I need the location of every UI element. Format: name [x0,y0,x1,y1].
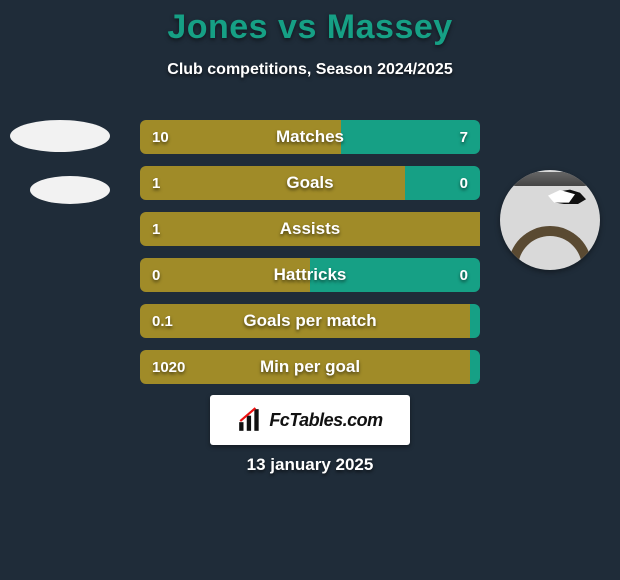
avatar-ellipse [10,120,110,152]
stat-value-left: 0 [140,258,172,292]
stat-value-left: 1 [140,212,172,246]
stat-value-right: 0 [448,166,480,200]
date-text: 13 january 2025 [0,455,620,475]
stat-row: Goals10 [140,166,480,200]
infographic-root: Jones vs Massey Club competitions, Seaso… [0,0,620,580]
player-left-avatar [10,118,130,208]
stat-row: Matches107 [140,120,480,154]
stat-value-left: 1 [140,166,172,200]
bar-chart-icon [237,407,263,433]
bar-left [140,166,405,200]
bar-left [140,304,470,338]
stat-row: Min per goal1020 [140,350,480,384]
bar-right [470,304,480,338]
stat-value-left: 0.1 [140,304,185,338]
bar-left [140,212,480,246]
page-title: Jones vs Massey [0,0,620,47]
brand-logo-bar: FcTables.com [210,395,410,445]
stat-row: Hattricks00 [140,258,480,292]
stat-row: Goals per match0.1 [140,304,480,338]
stats-chart: Matches107Goals10Assists1Hattricks00Goal… [140,120,480,396]
crest-banner [508,172,592,186]
brand-text: FcTables.com [269,410,382,431]
bar-right [470,350,480,384]
subtitle: Club competitions, Season 2024/2025 [0,61,620,79]
player-right-crest [500,170,600,270]
crest-arch [508,226,592,270]
stat-value-right: 0 [448,258,480,292]
stat-value-left: 1020 [140,350,197,384]
stat-value-left: 10 [140,120,181,154]
avatar-ellipse [30,176,110,204]
stat-value-right: 7 [448,120,480,154]
stat-row: Assists1 [140,212,480,246]
